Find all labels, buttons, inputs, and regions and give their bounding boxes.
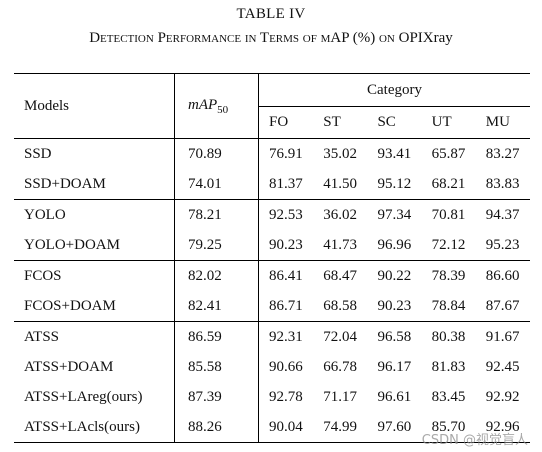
- sc-value: 90.22: [367, 260, 422, 291]
- model-name-ours: ATSS+LAreg(ours): [24, 388, 143, 405]
- ut-value: 72.12: [431, 236, 466, 253]
- sc-value: 97.34: [367, 199, 422, 230]
- category-col-st: ST: [313, 106, 368, 139]
- fo-value-best: 92.78: [269, 388, 303, 405]
- sc-value: 96.17: [377, 358, 412, 375]
- st-value: 68.47: [313, 260, 368, 291]
- map-value: 79.25: [174, 230, 259, 261]
- ut-value: 65.87: [421, 138, 476, 169]
- fo-value: 92.31: [258, 321, 314, 352]
- fo-value: 81.37: [269, 175, 303, 192]
- results-table: Models mAP50 Category FO ST SC UT MU SSD…: [14, 73, 530, 443]
- model-name: SSD+DOAM: [24, 175, 106, 192]
- st-value: 41.73: [323, 236, 358, 253]
- fo-value: 92.53: [258, 199, 314, 230]
- map-header-sub: 50: [217, 103, 229, 116]
- st-value: 35.02: [313, 138, 368, 169]
- ut-value: 81.83: [431, 358, 466, 375]
- header-row-1: Models mAP50 Category: [14, 73, 530, 139]
- map-header-main: mAP: [188, 96, 218, 113]
- table-row: YOLO 78.21 92.53 36.02 97.34 70.81 94.37: [14, 199, 530, 230]
- model-name: FCOS: [14, 260, 175, 291]
- mu-value-best: 95.23: [485, 236, 520, 253]
- st-value: 66.78: [323, 358, 358, 375]
- category-col-ut: UT: [421, 106, 476, 139]
- st-value-best: 74.99: [313, 412, 368, 443]
- model-name: YOLO+DOAM: [24, 236, 120, 253]
- st-value: 72.04: [313, 321, 368, 352]
- sc-value-best: 97.60: [367, 412, 422, 443]
- category-header-label: Category: [367, 81, 422, 98]
- ut-value: 70.81: [421, 199, 476, 230]
- ut-value: 80.38: [421, 321, 476, 352]
- sc-value: 96.58: [367, 321, 422, 352]
- ut-value-best: 85.70: [421, 412, 476, 443]
- mu-value: 83.83: [485, 175, 520, 192]
- st-value: 36.02: [313, 199, 368, 230]
- table-row: YOLO+DOAM 79.25 90.23 41.73 96.96 72.12 …: [14, 230, 530, 261]
- table-row: ATSS+LAreg(ours) 87.39 92.78 71.17 96.61…: [14, 382, 530, 412]
- ut-value: 68.21: [431, 175, 466, 192]
- watermark: CSDN @视觉盲人: [421, 433, 528, 448]
- sc-value: 96.61: [377, 388, 412, 405]
- model-name: ATSS+DOAM: [24, 358, 114, 375]
- map-value: 82.41: [174, 291, 259, 322]
- table-title-dataset: OPIXray: [398, 30, 453, 46]
- fo-value: 76.91: [258, 138, 314, 169]
- fo-value: 86.71: [269, 297, 303, 314]
- model-name-ours: ATSS+LAcls(ours): [14, 412, 175, 443]
- mu-value: 94.37: [475, 199, 530, 230]
- category-col-mu: MU: [475, 106, 530, 139]
- map-value: 82.02: [174, 260, 259, 291]
- table-title: Detection Performance in Terms of mAP (%…: [0, 30, 542, 47]
- map-value: 86.59: [174, 321, 259, 352]
- table-row: FCOS 82.02 86.41 68.47 90.22 78.39 86.60: [14, 260, 530, 291]
- fo-value: 86.41: [258, 260, 314, 291]
- model-name: ATSS: [14, 321, 175, 352]
- table-title-text: Detection Performance in Terms of mAP (%…: [89, 30, 399, 46]
- sc-value: 96.96: [377, 236, 412, 253]
- map-value-best: 88.26: [174, 412, 259, 443]
- table-row: SSD+DOAM 74.01 81.37 41.50 95.12 68.21 8…: [14, 169, 530, 200]
- map-value: 70.89: [174, 138, 259, 169]
- fo-value: 90.23: [269, 236, 303, 253]
- mu-value: 92.96: [475, 412, 530, 443]
- map-value: 78.21: [174, 199, 259, 230]
- sc-value: 95.12: [377, 175, 412, 192]
- mu-value: 92.45: [485, 358, 520, 375]
- table-row: ATSS+DOAM 85.58 90.66 66.78 96.17 81.83 …: [14, 352, 530, 382]
- mu-value: 92.92: [485, 388, 520, 405]
- header-row-2: FO ST SC UT MU: [14, 106, 530, 139]
- st-value: 71.17: [323, 388, 358, 405]
- fo-value: 90.66: [269, 358, 303, 375]
- ut-value: 78.39: [421, 260, 476, 291]
- mu-value: 87.67: [485, 297, 520, 314]
- fo-value: 90.04: [258, 412, 314, 443]
- ut-value: 78.84: [431, 297, 466, 314]
- sc-value: 93.41: [367, 138, 422, 169]
- category-header: Category: [258, 73, 530, 107]
- table-row: ATSS 86.59 92.31 72.04 96.58 80.38 91.67: [14, 321, 530, 352]
- table-row: ATSS+LAcls(ours) 88.26 90.04 74.99 97.60…: [14, 412, 530, 443]
- model-name: FCOS+DOAM: [24, 297, 116, 314]
- mu-value: 91.67: [475, 321, 530, 352]
- ut-value: 83.45: [431, 388, 466, 405]
- table-row: SSD 70.89 76.91 35.02 93.41 65.87 83.27: [14, 138, 530, 169]
- models-header: Models: [14, 73, 175, 139]
- table-row: FCOS+DOAM 82.41 86.71 68.58 90.23 78.84 …: [14, 291, 530, 322]
- map-value: 87.39: [174, 382, 259, 412]
- model-name: YOLO: [14, 199, 175, 230]
- map-header: mAP50: [174, 73, 259, 139]
- category-col-sc: SC: [367, 106, 422, 139]
- st-value: 68.58: [323, 297, 358, 314]
- map-value: 74.01: [174, 169, 259, 200]
- sc-value: 90.23: [377, 297, 412, 314]
- mu-value: 86.60: [475, 260, 530, 291]
- table-number: TABLE IV: [236, 6, 306, 22]
- category-col-fo: FO: [258, 106, 314, 139]
- mu-value: 83.27: [475, 138, 530, 169]
- st-value: 41.50: [323, 175, 358, 192]
- model-name: SSD: [14, 138, 175, 169]
- map-value: 85.58: [174, 352, 259, 382]
